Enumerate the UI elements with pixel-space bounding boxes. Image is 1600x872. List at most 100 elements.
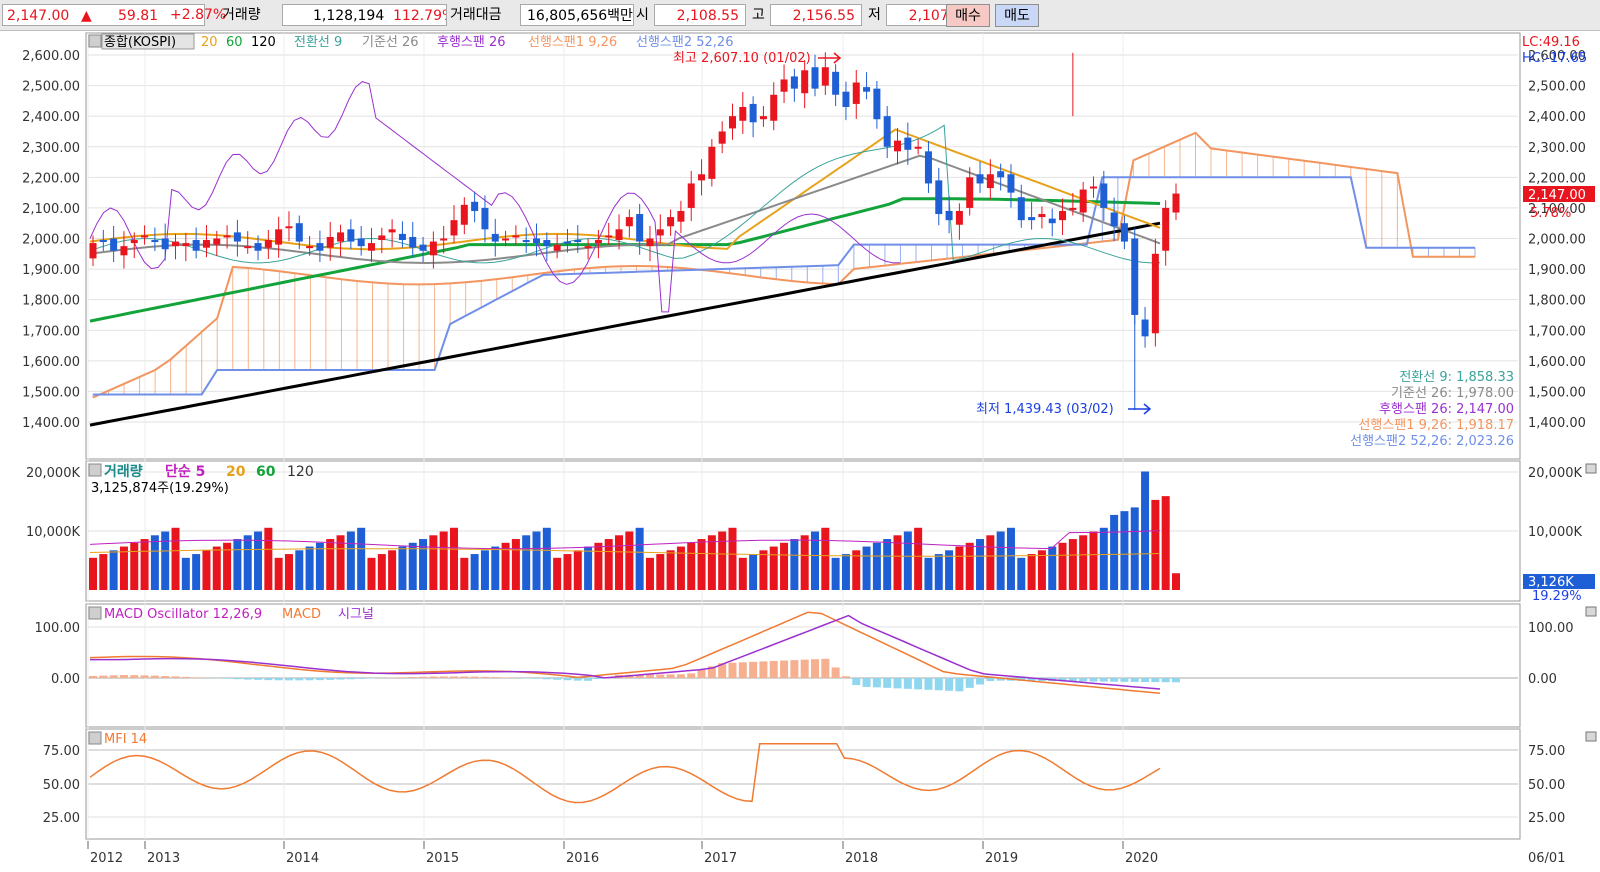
candle-body xyxy=(89,243,97,259)
price-y-label-right: 1,500.00 xyxy=(1528,385,1586,400)
candle-body xyxy=(398,233,406,241)
span-b-line xyxy=(93,176,1475,396)
amount-label: 거래대금 xyxy=(450,7,502,23)
price-y-label-right: 2,000.00 xyxy=(1528,233,1586,248)
macd-toggle-icon[interactable] xyxy=(88,606,102,620)
candle-body xyxy=(594,240,602,244)
candle-body xyxy=(1007,174,1015,193)
volume-toggle-icon[interactable] xyxy=(88,463,102,477)
buy-button[interactable]: 매수 xyxy=(946,4,990,27)
macd-osc-bar xyxy=(1058,678,1067,682)
candle-body xyxy=(924,151,932,184)
candle-body xyxy=(832,71,840,95)
volume-bar xyxy=(305,546,314,590)
volume-bar xyxy=(1130,507,1139,590)
volume-legend-20: 20 xyxy=(226,464,246,480)
volume-value: 1,128,194 xyxy=(313,8,385,24)
candle-body xyxy=(120,246,128,256)
macd-osc-bar xyxy=(800,659,809,678)
candle-body xyxy=(770,94,778,121)
x-axis-label: 2012 xyxy=(90,851,123,866)
macd-osc-bar xyxy=(976,678,985,685)
x-axis-label: 2013 xyxy=(147,851,180,866)
price-y-label-left: 1,400.00 xyxy=(22,416,80,431)
volume-bar xyxy=(243,535,252,590)
macd-osc-bar xyxy=(841,676,850,678)
mfi-y-label-left: 25.00 xyxy=(43,811,80,826)
macd-osc-bar xyxy=(945,678,954,691)
price-y-label-left: 2,200.00 xyxy=(22,171,80,186)
volume-bar xyxy=(480,550,489,590)
candle-body xyxy=(522,240,530,243)
macd-osc-bar xyxy=(501,677,510,678)
volume-sma-line xyxy=(89,530,1161,550)
volume-bar xyxy=(769,546,778,590)
macd-maximize-icon[interactable] xyxy=(1585,606,1597,617)
volume-bar xyxy=(419,539,428,590)
candle-body xyxy=(966,177,974,208)
macd-osc-bar xyxy=(357,678,366,679)
macd-osc-bar xyxy=(759,661,768,678)
price-y-label-right: 2,300.00 xyxy=(1528,141,1586,156)
volume-bar xyxy=(212,546,221,590)
candle-body xyxy=(914,146,922,149)
volume-maximize-icon[interactable] xyxy=(1585,463,1597,474)
macd-osc-bar xyxy=(439,676,448,678)
legend-ma20: 20 xyxy=(201,35,218,50)
span-b-value: 선행스팬2 52,26: 2,023.26 xyxy=(1350,433,1514,449)
candle-body xyxy=(378,235,386,241)
candle-body xyxy=(533,238,541,244)
candle-body xyxy=(1038,214,1046,218)
macd-osc-bar xyxy=(150,675,159,678)
mfi-y-label-right: 50.00 xyxy=(1528,778,1565,793)
macd-osc-bar xyxy=(635,674,644,678)
volume-bars xyxy=(89,471,1180,590)
price-box: 2,147.00 ▲ 59.81 xyxy=(2,4,205,26)
open-value: 2,108.55 xyxy=(676,8,739,24)
price-y-label-right: 1,900.00 xyxy=(1528,263,1586,278)
macd-osc-bar xyxy=(687,673,696,678)
macd-osc-bar xyxy=(955,678,964,692)
mfi-line xyxy=(89,743,1161,804)
chart-area[interactable]: 2,600.00 2,600.00 2,500.00 2,500.00 2,400.00… xyxy=(0,31,1600,872)
legend-index: 종합(KOSPI) xyxy=(104,35,176,50)
macd-osc-bar xyxy=(470,676,479,678)
volume-bar xyxy=(202,550,211,590)
mfi-legend-name: MFI 14 xyxy=(104,732,147,747)
volume-ma20-line xyxy=(89,548,1161,557)
price-y-label-right: 2,100.00 xyxy=(1528,202,1586,217)
macd-osc-bar xyxy=(934,678,943,691)
volume-bar xyxy=(996,531,1005,590)
volume-bar xyxy=(1048,546,1057,590)
macd-osc-bar xyxy=(480,676,489,678)
macd-osc-bar xyxy=(986,678,995,682)
sell-button[interactable]: 매도 xyxy=(995,4,1039,27)
macd-osc-bar xyxy=(903,678,912,689)
legend-toggle-icon[interactable] xyxy=(88,34,102,48)
price-y-label-left: 1,600.00 xyxy=(22,355,80,370)
volume-bar xyxy=(346,531,355,590)
mfi-toggle-icon[interactable] xyxy=(88,731,102,745)
price-y-label-left: 1,500.00 xyxy=(22,385,80,400)
macd-osc-bar xyxy=(491,677,500,678)
volume-legend-sma: 단순 5 xyxy=(165,463,205,480)
candle-body xyxy=(192,240,200,251)
volume-bar xyxy=(594,542,603,590)
mfi-maximize-icon[interactable] xyxy=(1585,731,1597,742)
candle-body xyxy=(801,70,809,94)
candle-body xyxy=(357,238,365,247)
price-y-label-left: 2,600.00 xyxy=(22,49,80,64)
high-value: 2,156.55 xyxy=(792,8,855,24)
candle-body xyxy=(543,240,551,247)
macd-osc-bar xyxy=(697,669,706,678)
volume-bar xyxy=(821,527,830,590)
volume-bar xyxy=(1027,554,1036,590)
volume-bar xyxy=(109,550,118,590)
candle-body xyxy=(698,174,706,181)
price-y-label-left: 1,800.00 xyxy=(22,294,80,309)
candle-body xyxy=(718,131,726,144)
volume-legend-120: 120 xyxy=(287,464,314,480)
macd-osc-bar xyxy=(1172,678,1180,683)
macd-osc-bar xyxy=(419,676,428,678)
price-y-label-right: 2,500.00 xyxy=(1528,80,1586,95)
